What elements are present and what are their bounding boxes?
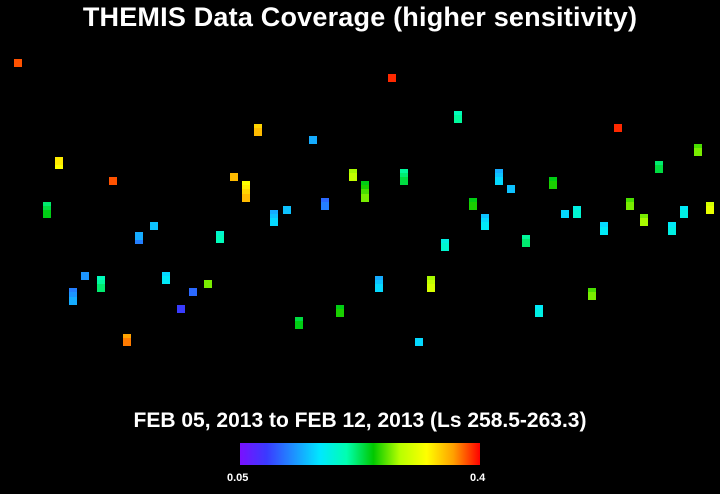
observation-cell [361,194,369,202]
observation-cell [43,210,51,218]
observation-cell [270,218,278,226]
observation-cell [283,206,291,214]
observation-cell [427,284,435,292]
observation-cell [507,185,515,193]
observation-cell [295,321,303,329]
observation-cell [150,222,158,230]
observation-cell [588,292,596,300]
observation-cell [668,222,676,230]
observation-cell [230,173,238,181]
observation-cell [123,338,131,346]
observation-cell [242,189,250,197]
observation-cell [454,115,462,123]
observation-cell [640,218,648,226]
observation-cell [668,227,676,235]
observation-cell [14,59,22,67]
observation-cell [600,222,608,230]
observation-cell [522,239,530,247]
observation-cell [495,177,503,185]
observation-cell [469,202,477,210]
observation-cell [400,177,408,185]
observation-cell [549,181,557,189]
observation-cell [109,177,117,185]
observation-cell [254,128,262,136]
observation-cell [706,206,714,214]
observation-cell [336,309,344,317]
chart-title: THEMIS Data Coverage (higher sensitivity… [82,2,638,32]
observation-cell [216,235,224,243]
date-range: FEB 05, 2013 to FEB 12, 2013 (Ls 258.5-2… [133,409,587,432]
observation-cell [69,297,77,305]
observation-cell [81,272,89,280]
observation-cell [561,210,569,218]
observation-cell [204,280,212,288]
observation-cell [361,189,369,197]
observation-cell [162,276,170,284]
observation-cell [309,136,317,144]
observation-cell [481,222,489,230]
observation-cell [600,227,608,235]
observation-cell [388,74,396,82]
observation-cell [680,210,688,218]
observation-cell [694,148,702,156]
observation-cell [375,284,383,292]
colorbar-max-label: 0.4 [470,472,486,484]
observation-cell [321,202,329,210]
observation-cell [626,202,634,210]
observation-cell [441,243,449,251]
observation-cell [415,338,423,346]
observation-cell [97,284,105,292]
observation-cell [242,194,250,202]
observation-cell [655,165,663,173]
observation-cell [135,232,143,240]
observation-cell [573,210,581,218]
observation-cell [55,157,63,165]
observation-cell [189,288,197,296]
observation-cell [349,173,357,181]
observation-cell [535,309,543,317]
observation-cell [69,292,77,300]
observation-cells [14,59,714,346]
observation-cell [614,124,622,132]
colorbar-min-label: 0.05 [227,472,249,484]
colorbar [240,443,480,465]
observation-cell [177,305,185,313]
